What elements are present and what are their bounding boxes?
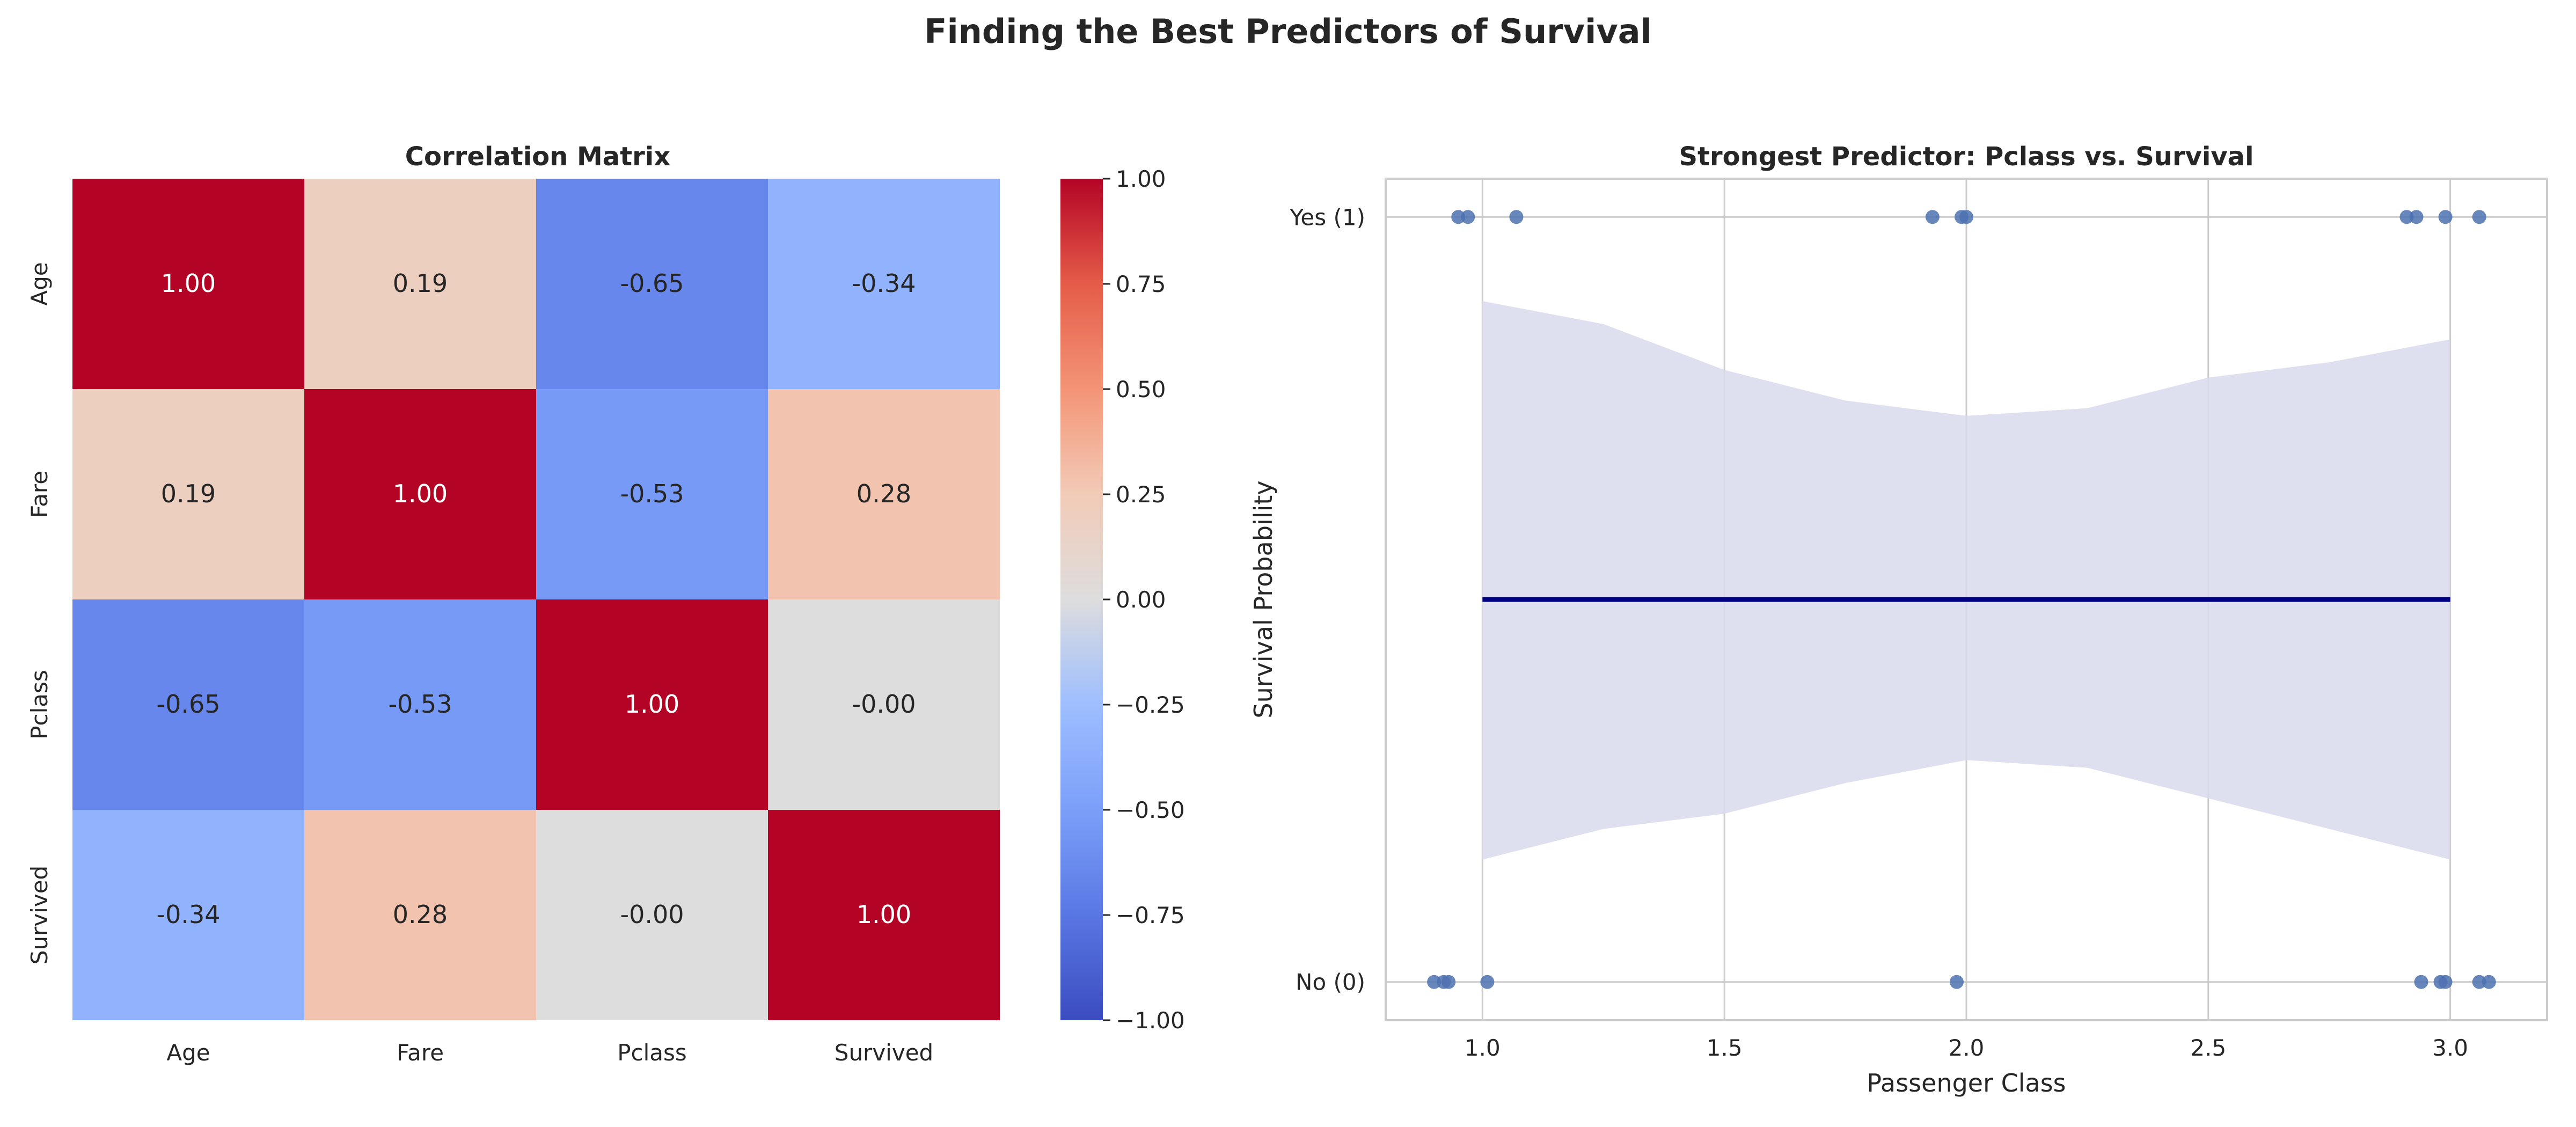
scatter-y-tick-labels: No (0) Yes (1) xyxy=(1289,204,1365,995)
scatter-point xyxy=(2438,975,2453,989)
scatter-point xyxy=(1427,975,1441,989)
scatter-point xyxy=(1461,210,1475,224)
scatter-x-tick-label: 2.5 xyxy=(2190,1035,2226,1061)
scatter-point xyxy=(2399,210,2414,224)
heatmap-cell-label: -0.53 xyxy=(388,690,452,719)
confidence-band xyxy=(1482,301,2450,860)
heatmap-cell-label: 0.28 xyxy=(393,900,448,929)
scatter-point xyxy=(2414,975,2428,989)
scatter-title: Strongest Predictor: Pclass vs. Survival xyxy=(1679,142,2253,172)
scatter-points xyxy=(1427,210,2496,989)
heatmap-cell xyxy=(536,599,768,810)
heatmap-cell xyxy=(768,389,1000,599)
figure-title: Finding the Best Predictors of Survival xyxy=(924,12,1652,51)
heatmap-cell-label: 0.28 xyxy=(857,479,911,508)
colorbar-tick-label: 0.50 xyxy=(1116,376,1166,402)
colorbar-tick-label: −1.00 xyxy=(1116,1007,1185,1034)
scatter-panel: Strongest Predictor: Pclass vs. Survival… xyxy=(1249,142,2548,1097)
colorbar-tick-label: −0.75 xyxy=(1116,902,1185,928)
heatmap-cell-label: 1.00 xyxy=(161,269,216,298)
scatter-point xyxy=(2472,975,2486,989)
scatter-point xyxy=(1480,975,1495,989)
heatmap-x-tick-label: Age xyxy=(166,1040,210,1066)
heatmap-x-tick-label: Survived xyxy=(835,1040,933,1066)
heatmap-y-tick-label: Survived xyxy=(26,866,53,964)
heatmap-cell xyxy=(536,810,768,1020)
heatmap-x-tick-label: Fare xyxy=(397,1040,444,1066)
heatmap-y-tick-label: Pclass xyxy=(26,670,53,740)
heatmap-x-tick-label: Pclass xyxy=(617,1040,687,1066)
heatmap-title: Correlation Matrix xyxy=(405,142,670,172)
colorbar xyxy=(1060,179,1103,1020)
heatmap-cell-label: -0.34 xyxy=(852,269,916,298)
heatmap-cell xyxy=(768,810,1000,1020)
scatter-point xyxy=(1451,210,1466,224)
scatter-point xyxy=(2472,210,2486,224)
heatmap-cell xyxy=(304,179,536,389)
scatter-y-axis-label: Survival Probability xyxy=(1249,480,1278,718)
heatmap-cell-label: 0.19 xyxy=(161,479,216,508)
heatmap-panel: Correlation Matrix 1.00 0.19 -0.65 -0.34 0.1… xyxy=(26,142,1185,1066)
scatter-frame xyxy=(1385,178,2548,1021)
colorbar-tick-label: 0.75 xyxy=(1116,271,1166,297)
heatmap-cell-label: -0.65 xyxy=(156,690,220,719)
heatmap-cell-label: -0.34 xyxy=(156,900,220,929)
scatter-point xyxy=(1959,210,1973,224)
scatter-y-tick-label: Yes (1) xyxy=(1289,204,1365,230)
heatmap-cell-labels: 1.00 0.19 -0.65 -0.34 0.19 1.00 -0.53 0.28 -0.65… xyxy=(156,269,916,929)
heatmap-cell xyxy=(768,599,1000,810)
heatmap-y-tick-label: Age xyxy=(26,262,53,305)
colorbar-tick-label: 0.25 xyxy=(1116,481,1166,508)
colorbar-tick-label: −0.25 xyxy=(1116,692,1185,718)
heatmap-cells xyxy=(72,179,1000,1020)
heatmap-cell-label: 1.00 xyxy=(393,479,448,508)
heatmap-cell xyxy=(536,389,768,599)
heatmap-y-tick-label: Fare xyxy=(26,471,53,518)
scatter-x-tick-label: 1.5 xyxy=(1707,1035,1743,1061)
heatmap-cell xyxy=(72,810,304,1020)
heatmap-cell-label: 1.00 xyxy=(625,690,679,719)
scatter-x-tick-label: 1.0 xyxy=(1465,1035,1501,1061)
heatmap-x-tick-labels: Age Fare Pclass Survived xyxy=(166,1040,933,1066)
scatter-point xyxy=(1509,210,1524,224)
scatter-x-tick-label: 3.0 xyxy=(2432,1035,2468,1061)
scatter-x-tick-labels: 1.0 1.5 2.0 2.5 3.0 xyxy=(1465,1035,2468,1061)
heatmap-cell xyxy=(72,599,304,810)
heatmap-y-tick-labels: Age Fare Pclass Survived xyxy=(26,262,53,964)
heatmap-cell-label: 0.19 xyxy=(393,269,448,298)
heatmap-cell xyxy=(72,389,304,599)
colorbar-ticks: 1.00 0.75 0.50 0.25 0.00 −0.25 −0.50 −0.75 −1.00 xyxy=(1103,166,1185,1034)
heatmap-cell-label: -0.00 xyxy=(620,900,684,929)
heatmap-cell xyxy=(72,179,304,389)
scatter-y-tick-label: No (0) xyxy=(1296,969,1365,996)
scatter-point xyxy=(1949,975,1964,989)
heatmap-cell xyxy=(304,599,536,810)
scatter-point xyxy=(2482,975,2496,989)
heatmap-cell xyxy=(536,179,768,389)
scatter-x-axis-label: Passenger Class xyxy=(1867,1069,2066,1097)
heatmap-cell-label: -0.53 xyxy=(620,479,684,508)
heatmap-cell xyxy=(304,389,536,599)
scatter-point xyxy=(2438,210,2453,224)
scatter-point xyxy=(1441,975,1456,989)
heatmap-cell-label: -0.00 xyxy=(852,690,916,719)
heatmap-cell xyxy=(768,179,1000,389)
heatmap-cell-label: -0.65 xyxy=(620,269,684,298)
colorbar-tick-label: 1.00 xyxy=(1116,166,1166,192)
scatter-point xyxy=(1925,210,1940,224)
scatter-x-tick-label: 2.0 xyxy=(1949,1035,1985,1061)
colorbar-tick-label: −0.50 xyxy=(1116,797,1185,823)
heatmap-cell-label: 1.00 xyxy=(857,900,911,929)
colorbar-tick-label: 0.00 xyxy=(1116,587,1166,613)
heatmap-cell xyxy=(304,810,536,1020)
scatter-point xyxy=(2409,210,2424,224)
